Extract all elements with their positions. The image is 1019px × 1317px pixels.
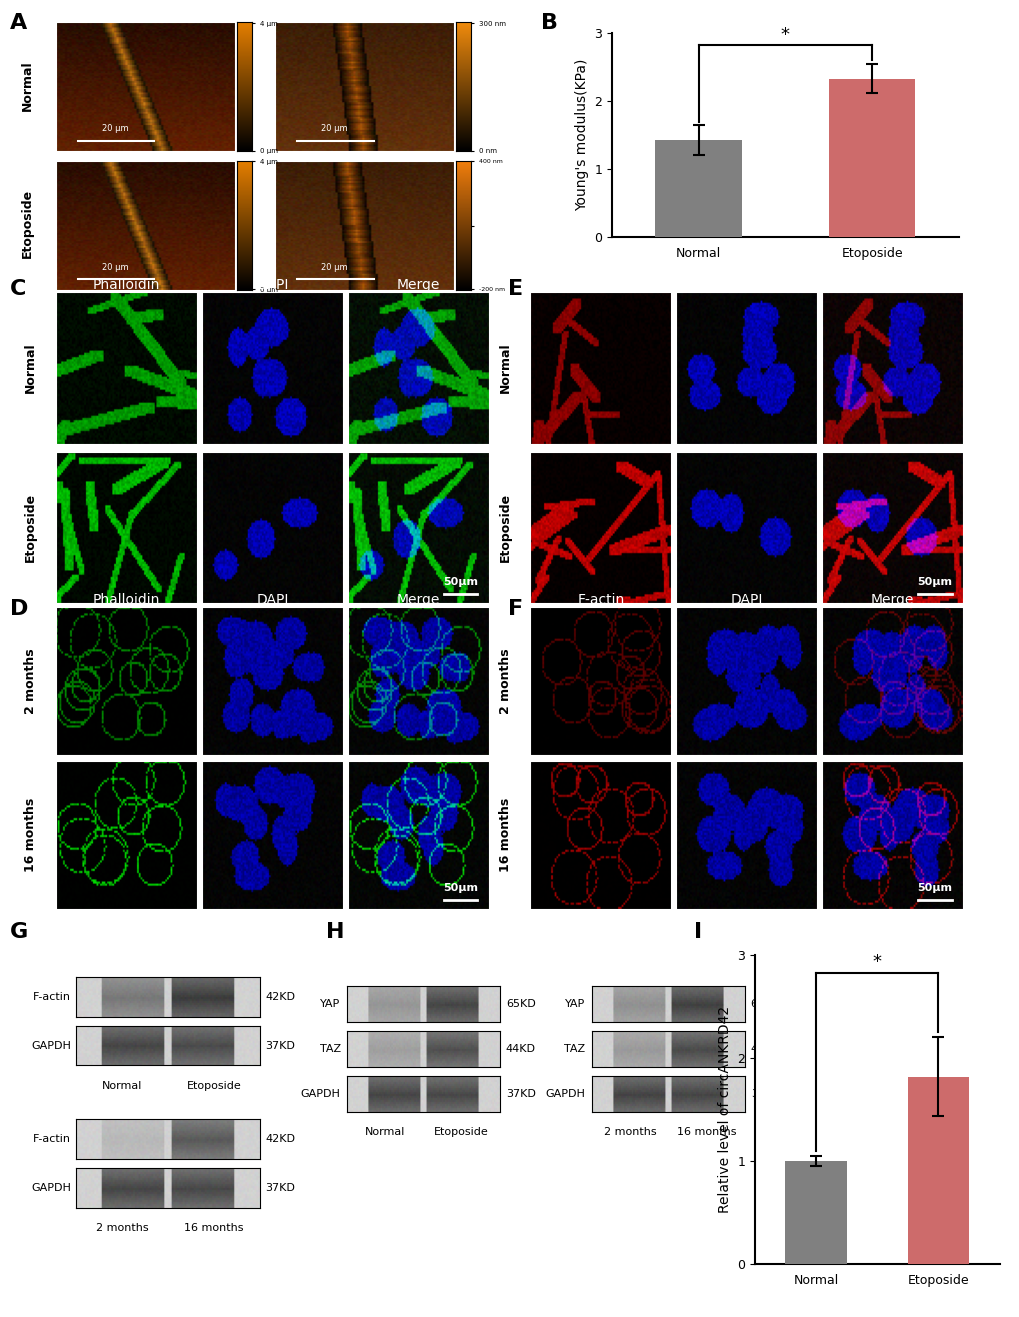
- Text: GAPDH: GAPDH: [301, 1089, 340, 1098]
- Text: 37KD: 37KD: [265, 1183, 296, 1193]
- Title: Merge: Merge: [396, 278, 439, 292]
- Text: 2 months: 2 months: [603, 1127, 655, 1138]
- Title: DAPI: DAPI: [256, 278, 288, 292]
- Text: 16 months: 16 months: [676, 1127, 736, 1138]
- Title: DAPI: DAPI: [730, 593, 762, 607]
- Text: 44KD: 44KD: [750, 1044, 780, 1054]
- Text: 20 μm: 20 μm: [102, 262, 128, 271]
- Text: 42KD: 42KD: [265, 1134, 296, 1144]
- Text: 20 μm: 20 μm: [321, 124, 347, 133]
- Text: 50μm: 50μm: [916, 882, 952, 893]
- Text: TAZ: TAZ: [564, 1044, 585, 1054]
- Text: 37KD: 37KD: [505, 1089, 535, 1098]
- Text: 2 months: 2 months: [498, 648, 512, 714]
- Text: 16 months: 16 months: [24, 798, 38, 872]
- Text: Etoposide: Etoposide: [498, 493, 512, 562]
- Text: 50μm: 50μm: [442, 882, 478, 893]
- Text: E: E: [507, 279, 523, 299]
- Text: Etoposide: Etoposide: [21, 190, 34, 258]
- Title: DAPI: DAPI: [256, 593, 288, 607]
- Text: 2 months: 2 months: [96, 1223, 149, 1234]
- Title: Phalloidin: Phalloidin: [93, 278, 160, 292]
- Text: Normal: Normal: [102, 1081, 143, 1092]
- Text: 50μm: 50μm: [442, 577, 478, 586]
- Text: 50μm: 50μm: [916, 577, 952, 586]
- Text: 42KD: 42KD: [265, 992, 296, 1002]
- Y-axis label: Young's modulus(KPa): Young's modulus(KPa): [574, 59, 588, 211]
- Text: *: *: [781, 26, 789, 43]
- Text: F-actin: F-actin: [33, 1134, 71, 1144]
- Title: Merge: Merge: [870, 593, 913, 607]
- Text: 37KD: 37KD: [750, 1089, 780, 1098]
- Text: H: H: [326, 922, 344, 942]
- Text: 65KD: 65KD: [505, 1000, 535, 1009]
- Text: B: B: [540, 13, 557, 33]
- Text: 20 μm: 20 μm: [321, 262, 347, 271]
- Text: 65KD: 65KD: [750, 1000, 780, 1009]
- Text: GAPDH: GAPDH: [32, 1183, 71, 1193]
- Bar: [907, 1076, 968, 1264]
- Text: Etoposide: Etoposide: [24, 493, 38, 562]
- Text: YAP: YAP: [565, 1000, 585, 1009]
- Text: Normal: Normal: [498, 342, 512, 394]
- Text: Normal: Normal: [24, 342, 38, 394]
- Y-axis label: Relative level of circANKRD42: Relative level of circANKRD42: [716, 1006, 731, 1213]
- Text: 20 μm: 20 μm: [102, 124, 128, 133]
- Title: Phalloidin: Phalloidin: [93, 593, 160, 607]
- Text: YAP: YAP: [320, 1000, 340, 1009]
- Text: D: D: [10, 599, 29, 619]
- Text: GAPDH: GAPDH: [545, 1089, 585, 1098]
- Text: Normal: Normal: [21, 61, 34, 111]
- Text: *: *: [872, 954, 880, 972]
- Text: 2 months: 2 months: [24, 648, 38, 714]
- Title: F-actin: F-actin: [577, 593, 624, 607]
- Text: F: F: [507, 599, 523, 619]
- Text: I: I: [693, 922, 701, 942]
- Text: GAPDH: GAPDH: [32, 1040, 71, 1051]
- Title: Merge: Merge: [396, 593, 439, 607]
- Bar: [827, 79, 915, 237]
- Text: Normal: Normal: [365, 1127, 405, 1138]
- Bar: [785, 1162, 846, 1264]
- Text: C: C: [10, 279, 26, 299]
- Bar: [654, 141, 741, 237]
- Title: Merge: Merge: [870, 278, 913, 292]
- Text: A: A: [10, 13, 28, 33]
- Text: 16 months: 16 months: [498, 798, 512, 872]
- Text: G: G: [10, 922, 29, 942]
- Title: F-actin: F-actin: [577, 278, 624, 292]
- Text: 37KD: 37KD: [265, 1040, 296, 1051]
- Text: TAZ: TAZ: [319, 1044, 340, 1054]
- Text: 44KD: 44KD: [505, 1044, 535, 1054]
- Title: DAPI: DAPI: [730, 278, 762, 292]
- Text: F-actin: F-actin: [33, 992, 71, 1002]
- Text: 16 months: 16 months: [184, 1223, 244, 1234]
- Text: Etoposide: Etoposide: [186, 1081, 242, 1092]
- Text: Etoposide: Etoposide: [434, 1127, 488, 1138]
